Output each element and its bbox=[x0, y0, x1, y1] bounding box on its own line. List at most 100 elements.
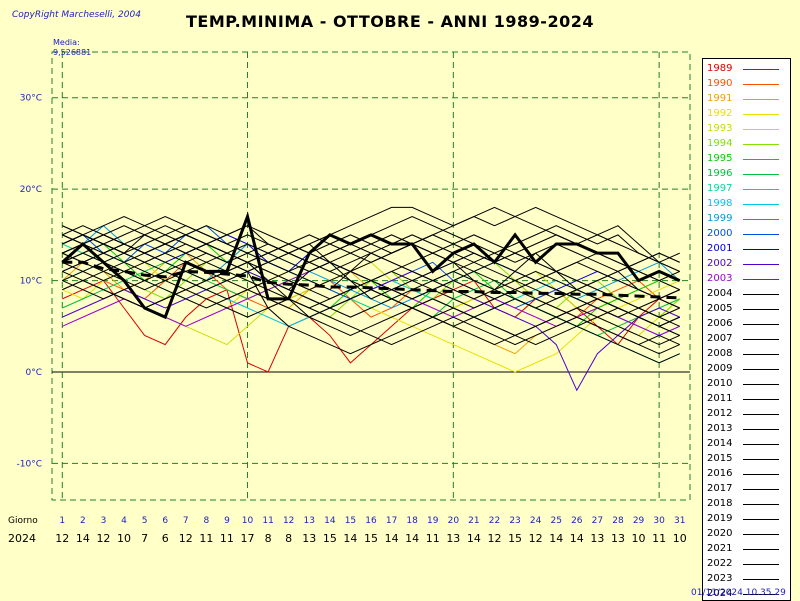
current-year-value: 10 bbox=[117, 532, 131, 545]
current-year-value: 13 bbox=[590, 532, 604, 545]
legend-entry-1992: 1992 bbox=[707, 108, 733, 119]
x-tick-label: 11 bbox=[262, 516, 273, 526]
legend-entry-2019: 2019 bbox=[707, 513, 733, 524]
legend-swatch bbox=[743, 99, 779, 100]
x-row-label: Giorno bbox=[8, 516, 38, 526]
legend-entry-2012: 2012 bbox=[707, 408, 733, 419]
legend-swatch bbox=[743, 234, 779, 235]
legend-entry-2013: 2013 bbox=[707, 423, 733, 434]
legend-entry-1991: 1991 bbox=[707, 93, 733, 104]
x-tick-label: 18 bbox=[406, 516, 418, 526]
legend-entry-2009: 2009 bbox=[707, 363, 733, 374]
legend-swatch bbox=[743, 384, 779, 385]
legend-swatch bbox=[743, 339, 779, 340]
y-tick-label: 30°C bbox=[20, 94, 42, 104]
legend-swatch bbox=[743, 474, 779, 475]
legend-entry-2022: 2022 bbox=[707, 558, 733, 569]
current-year-value: 7 bbox=[141, 532, 148, 545]
current-year-value: 10 bbox=[632, 532, 646, 545]
current-year-line bbox=[61, 211, 681, 320]
x-tick-label: 29 bbox=[633, 516, 645, 526]
timestamp: 01/11/2024 10.35.29 bbox=[691, 588, 786, 598]
legend-swatch bbox=[743, 354, 779, 355]
current-year-value: 15 bbox=[323, 532, 337, 545]
current-year-value: 14 bbox=[549, 532, 563, 545]
legend-entry-2016: 2016 bbox=[707, 468, 733, 479]
chart-title: TEMP.MINIMA - OTTOBRE - ANNI 1989-2024 bbox=[186, 12, 594, 31]
x-tick-label: 31 bbox=[674, 516, 685, 526]
legend-swatch bbox=[743, 144, 779, 145]
legend-swatch bbox=[743, 399, 779, 400]
legend-entry-2024: 2024 bbox=[707, 588, 733, 599]
legend-swatch bbox=[743, 174, 779, 175]
x-tick-label: 15 bbox=[345, 516, 356, 526]
current-year-row-label: 2024 bbox=[8, 532, 36, 545]
legend-entry-1996: 1996 bbox=[707, 168, 733, 179]
current-year-value: 14 bbox=[385, 532, 399, 545]
legend-swatch bbox=[743, 204, 779, 205]
x-tick-label: 28 bbox=[612, 516, 624, 526]
current-year-value: 13 bbox=[302, 532, 316, 545]
legend-entry-1989: 1989 bbox=[707, 63, 733, 74]
legend-entry-1990: 1990 bbox=[707, 78, 733, 89]
legend-entry-2006: 2006 bbox=[707, 318, 733, 329]
legend-swatch bbox=[743, 69, 779, 70]
legend-entry-2005: 2005 bbox=[707, 303, 733, 314]
current-year-value: 11 bbox=[220, 532, 234, 545]
x-tick-label: 17 bbox=[386, 516, 397, 526]
current-year-value: 15 bbox=[364, 532, 378, 545]
x-tick-label: 12 bbox=[283, 516, 294, 526]
legend-swatch bbox=[743, 129, 779, 130]
current-year-value: 13 bbox=[611, 532, 625, 545]
current-year-value: 14 bbox=[570, 532, 584, 545]
legend-entry-2000: 2000 bbox=[707, 228, 733, 239]
current-year-value: 13 bbox=[446, 532, 460, 545]
x-tick-label: 23 bbox=[509, 516, 520, 526]
x-tick-label: 30 bbox=[653, 516, 665, 526]
legend-swatch bbox=[743, 249, 779, 250]
legend-entry-1998: 1998 bbox=[707, 198, 733, 209]
legend-entry-2017: 2017 bbox=[707, 483, 733, 494]
legend-swatch bbox=[743, 159, 779, 160]
x-tick-label: 14 bbox=[324, 516, 336, 526]
series-line-2021 bbox=[62, 280, 680, 355]
current-year-value: 12 bbox=[55, 532, 69, 545]
current-year-value: 14 bbox=[467, 532, 481, 545]
legend-entry-2020: 2020 bbox=[707, 528, 733, 539]
x-tick-label: 2 bbox=[80, 516, 86, 526]
legend-entry-2003: 2003 bbox=[707, 273, 733, 284]
legend-swatch bbox=[743, 504, 779, 505]
current-year-value: 11 bbox=[199, 532, 213, 545]
current-year-value: 12 bbox=[487, 532, 501, 545]
y-tick-label: 20°C bbox=[20, 185, 42, 195]
legend-entry-2018: 2018 bbox=[707, 498, 733, 509]
legend-swatch bbox=[743, 189, 779, 190]
current-year-value: 8 bbox=[265, 532, 272, 545]
x-tick-label: 7 bbox=[183, 516, 189, 526]
legend-swatch bbox=[743, 369, 779, 370]
legend-entry-2010: 2010 bbox=[707, 378, 733, 389]
legend-entry-1994: 1994 bbox=[707, 138, 733, 149]
legend-swatch bbox=[743, 429, 779, 430]
copyright-text: CopyRight Marcheselli, 2004 bbox=[12, 10, 141, 20]
legend-entry-1999: 1999 bbox=[707, 213, 733, 224]
plot-frame bbox=[51, 51, 691, 501]
x-tick-label: 8 bbox=[203, 516, 209, 526]
legend-entry-2007: 2007 bbox=[707, 333, 733, 344]
x-tick-label: 1 bbox=[59, 516, 65, 526]
legend-swatch bbox=[743, 579, 779, 580]
x-tick-label: 10 bbox=[242, 516, 254, 526]
mean-value: 9,526881 bbox=[53, 48, 92, 57]
legend-entry-2008: 2008 bbox=[707, 348, 733, 359]
legend-swatch bbox=[743, 444, 779, 445]
x-tick-label: 25 bbox=[550, 516, 561, 526]
x-tick-label: 5 bbox=[142, 516, 148, 526]
current-year-value: 14 bbox=[76, 532, 90, 545]
series-line-2019 bbox=[62, 225, 680, 282]
legend-swatch bbox=[743, 549, 779, 550]
legend-swatch bbox=[743, 534, 779, 535]
legend-entry-1997: 1997 bbox=[707, 183, 733, 194]
x-tick-label: 22 bbox=[489, 516, 500, 526]
